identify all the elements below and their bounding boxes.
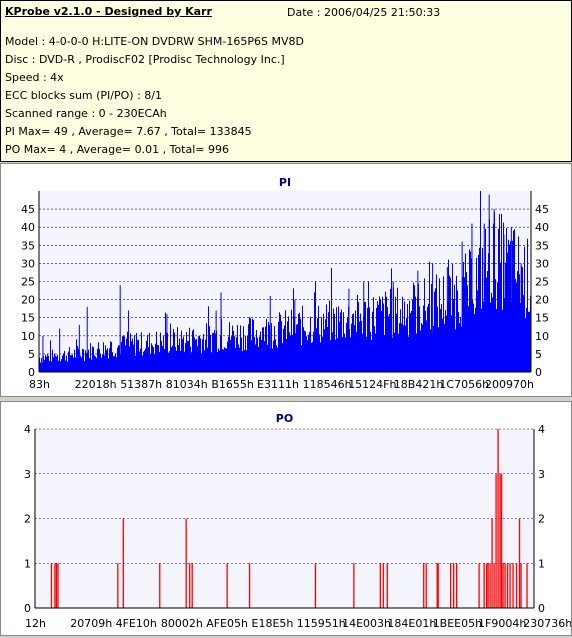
pi-xtick-label: 15124Fh	[348, 378, 396, 391]
pi-chart-panel: PI 0 0 5 5 10 10 15 15 20 20 25 25 30 30 35 35 40 40 45 45 83…	[0, 163, 572, 397]
app-title: KProbe v2.1.0 - Designed by Karr	[5, 5, 212, 18]
pi-xtick-label: 22018h	[75, 378, 117, 391]
po-xtick-label: AFE05h	[206, 617, 248, 630]
pi-ytick-left: 25	[21, 276, 35, 289]
pi-xtick-label: 1C7056h	[439, 378, 489, 391]
po-xtick-label: 1F9004h	[478, 617, 526, 630]
po-ytick-right: 3	[538, 468, 545, 481]
po-ytick-right: 4	[538, 423, 545, 436]
po-xtick-label: 4FE10h	[116, 617, 157, 630]
po-xtick-label: 14E003h	[342, 617, 391, 630]
po-ytick-left: 2	[24, 513, 31, 526]
pi-xtick-label: E3111h	[257, 378, 299, 391]
pi-ytick-left: 20	[21, 294, 35, 307]
po-ytick-left: 0	[24, 602, 31, 615]
ecc-blocks: ECC blocks sum (PI/PO) : 8/1	[5, 89, 162, 102]
pi-xtick-label: 83h	[29, 378, 50, 391]
po-xtick-label: 1BEE05h	[433, 617, 482, 630]
pi-stats: PI Max= 49 , Average= 7.67 , Total= 1338…	[5, 125, 252, 138]
scanned-range: Scanned range : 0 - 230ECAh	[5, 107, 167, 120]
pi-ytick-right: 20	[535, 294, 549, 307]
info-panel: KProbe v2.1.0 - Designed by Karr Date : …	[0, 0, 572, 162]
pi-xtick-label: 51387h	[120, 378, 162, 391]
po-ytick-right: 2	[538, 513, 545, 526]
po-stats: PO Max= 4 , Average= 0.01 , Total= 996	[5, 143, 229, 156]
po-xtick-label: 230736h	[523, 617, 571, 630]
pi-ytick-left: 40	[21, 221, 35, 234]
pi-ytick-right: 5	[535, 348, 542, 361]
pi-ytick-right: 0	[535, 366, 542, 379]
po-xtick-label: 115951h	[297, 617, 346, 630]
pi-ytick-right: 45	[535, 203, 549, 216]
pi-xtick-label: 118546h	[303, 378, 352, 391]
po-xtick-label: 184E01h	[387, 617, 436, 630]
pi-xtick-label: B1655h	[211, 378, 254, 391]
pi-ytick-left: 0	[28, 366, 35, 379]
drive-model: Model : 4-0-0-0 H:LITE-ON DVDRW SHM-165P…	[5, 35, 304, 48]
po-ytick-right: 0	[538, 602, 545, 615]
pi-xtick-label: 81034h	[166, 378, 208, 391]
po-ytick-left: 4	[24, 423, 31, 436]
po-ytick-left: 1	[24, 557, 31, 570]
po-xtick-label: E18E5h	[252, 617, 294, 630]
po-xtick-label: 12h	[25, 617, 46, 630]
disc-info: Disc : DVD-R , ProdiscF02 [Prodisc Techn…	[5, 53, 285, 66]
po-chart-title: PO	[276, 412, 293, 425]
pi-ytick-left: 15	[21, 312, 35, 325]
pi-chart-title: PI	[279, 176, 291, 189]
po-ytick-right: 1	[538, 557, 545, 570]
pi-ytick-left: 35	[21, 239, 35, 252]
po-ytick-left: 3	[24, 468, 31, 481]
po-xtick-label: 80002h	[161, 617, 203, 630]
pi-chart: PI 0 0 5 5 10 10 15 15 20 20 25 25 30 30 35 35 40 40 45 45 83…	[21, 176, 549, 391]
pi-xtick-label: 18B421h	[394, 378, 444, 391]
pi-ytick-left: 30	[21, 257, 35, 270]
pi-ytick-right: 10	[535, 330, 549, 343]
pi-ytick-right: 15	[535, 312, 549, 325]
pi-ytick-right: 35	[535, 239, 549, 252]
pi-ytick-left: 45	[21, 203, 35, 216]
pi-ytick-left: 10	[21, 330, 35, 343]
scan-speed: Speed : 4x	[5, 71, 64, 84]
pi-ytick-right: 40	[535, 221, 549, 234]
pi-ytick-right: 25	[535, 276, 549, 289]
pi-ytick-left: 5	[28, 348, 35, 361]
po-chart-panel: PO 0 0 1 1 2 2 3 3 4 4 12h 20709h 4FE10h 80002h AFE05h E…	[0, 401, 572, 636]
po-xtick-label: 20709h	[70, 617, 112, 630]
scan-date: Date : 2006/04/25 21:50:33	[287, 6, 441, 19]
po-chart: PO 0 0 1 1 2 2 3 3 4 4 12h 20709h 4FE10h 80002h AFE05h E…	[24, 412, 572, 630]
pi-xtick-label: 200970h	[485, 378, 534, 391]
pi-ytick-right: 30	[535, 257, 549, 270]
